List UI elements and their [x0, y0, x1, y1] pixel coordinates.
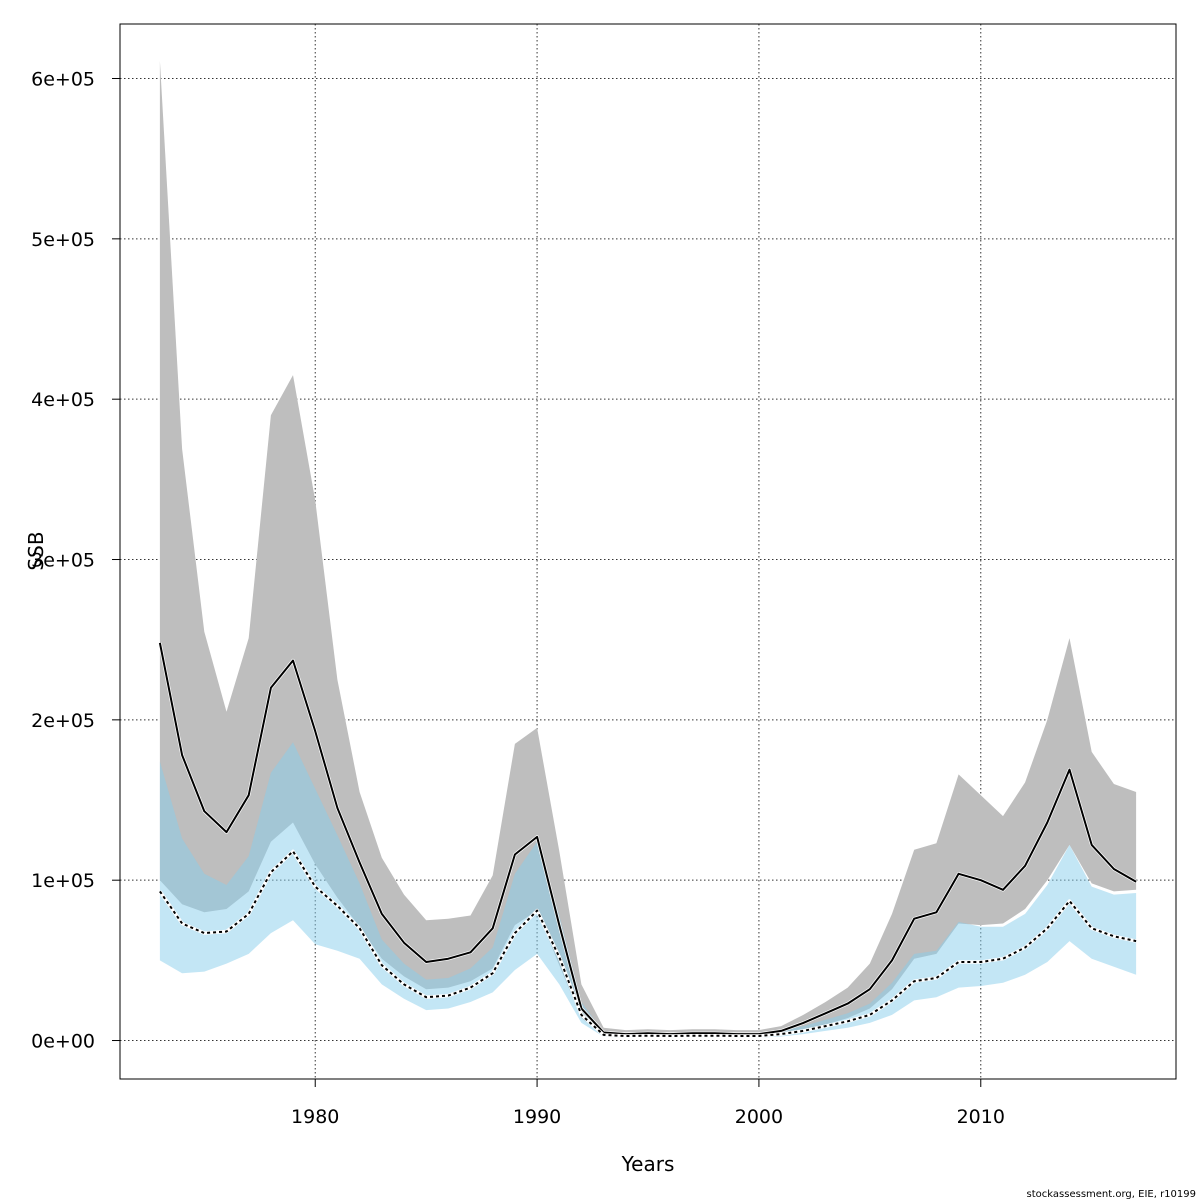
y-tick-label: 0e+00 [31, 1031, 95, 1053]
y-tick-label: 4e+05 [31, 389, 95, 411]
x-axis: 1980 1990 2000 2010 [291, 1079, 1005, 1128]
y-tick-label: 3e+05 [31, 550, 95, 572]
y-tick-label: 2e+05 [31, 710, 95, 732]
y-axis-title: SSB [24, 531, 48, 570]
series-lines [158, 642, 1137, 1038]
confidence-band-blue [159, 742, 1137, 1038]
credit-text: stockassessment.org, EIE, r10199 [1027, 1189, 1196, 1200]
y-tick-label: 6e+05 [31, 69, 95, 91]
x-tick-label: 2000 [735, 1106, 783, 1128]
plot-frame [119, 23, 1177, 1080]
confidence-bands [159, 60, 1137, 1038]
x-tick-label: 1980 [291, 1106, 339, 1128]
series-line-dotted [159, 850, 1137, 1037]
y-tick-label: 5e+05 [31, 229, 95, 251]
x-tick-label: 2010 [957, 1106, 1005, 1128]
y-axis: 0e+00 1e+05 2e+05 3e+05 4e+05 5e+05 6e+05 [31, 69, 120, 1053]
y-tick-label: 1e+05 [31, 870, 95, 892]
x-tick-label: 1990 [513, 1106, 561, 1128]
series-line-solid [158, 642, 1137, 1036]
x-axis-title: Years [621, 1152, 675, 1176]
